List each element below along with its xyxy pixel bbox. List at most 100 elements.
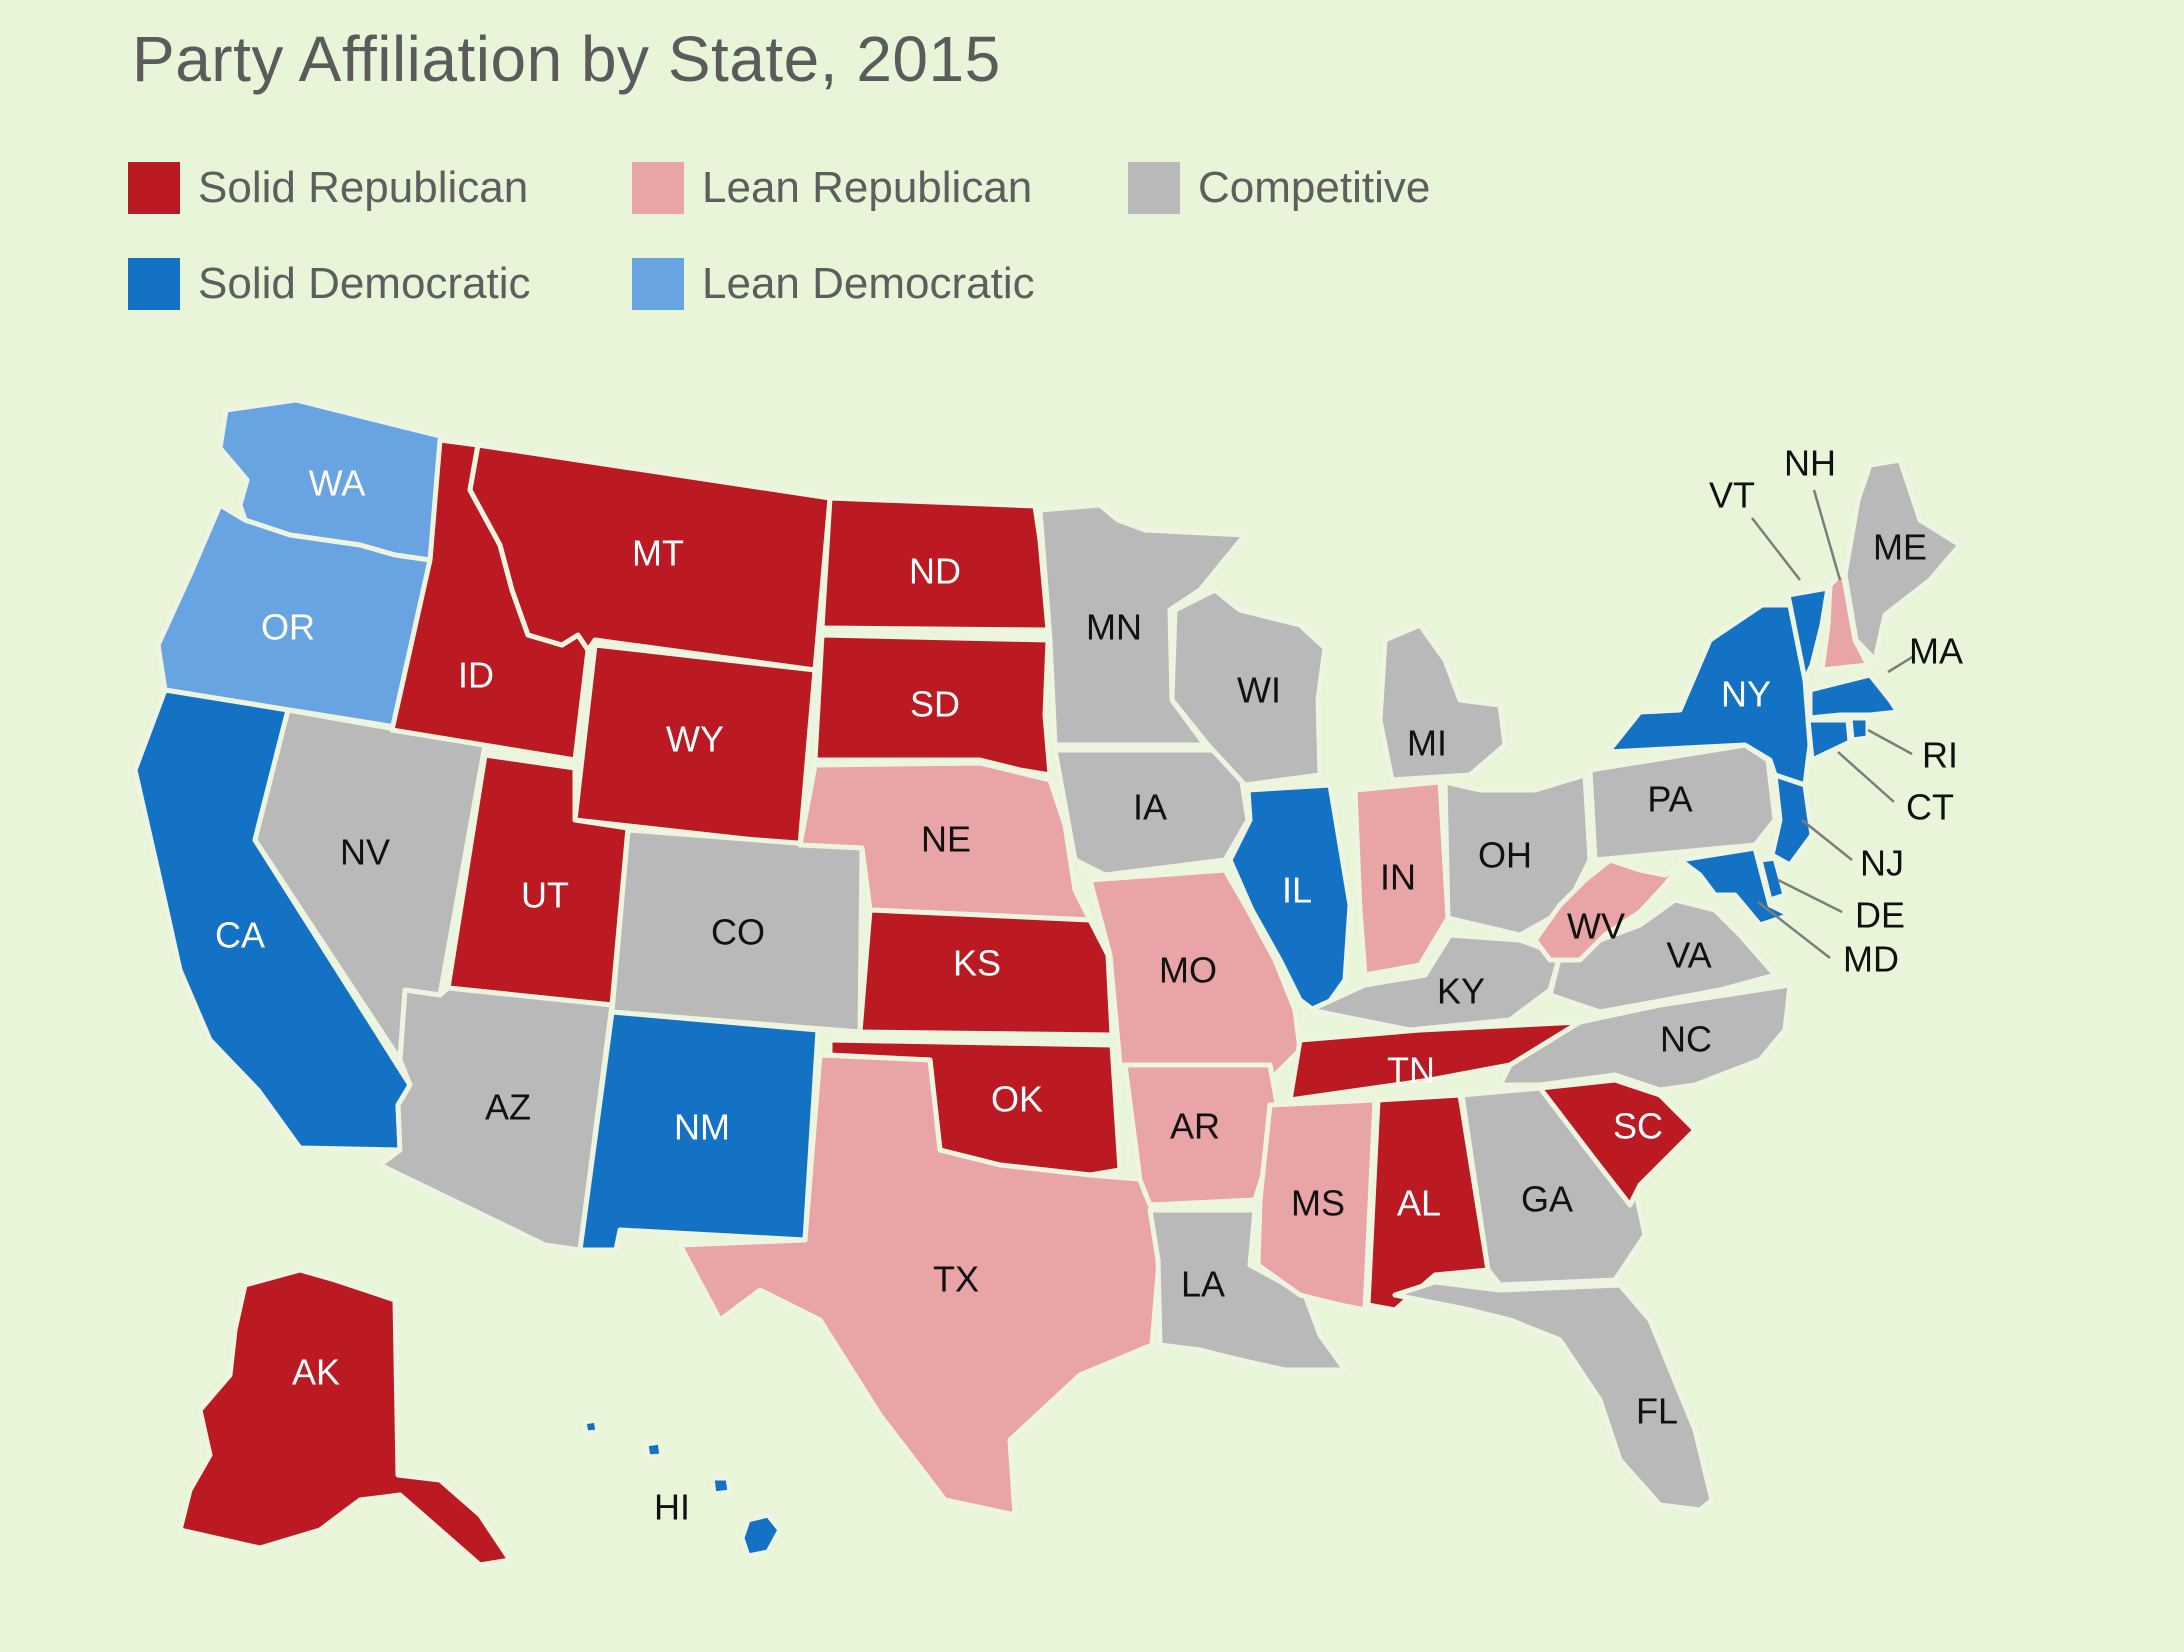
legend-label-lean-democratic: Lean Democratic [702, 259, 1035, 308]
state-label-IL: IL [1282, 870, 1312, 911]
state-label-FL: FL [1636, 1391, 1678, 1432]
state-label-ND: ND [909, 551, 961, 592]
state-RI [1847, 715, 1871, 743]
legend-label-solid-republican: Solid Republican [198, 163, 529, 212]
leader-lines [1751, 489, 1915, 959]
state-label-VA: VA [1666, 935, 1711, 976]
state-WI [1169, 587, 1328, 788]
state-label-LA: LA [1181, 1264, 1225, 1305]
state-label-TX: TX [933, 1259, 979, 1300]
state-label-NJ: NJ [1860, 843, 1904, 884]
state-ME [1842, 457, 1963, 663]
legend-swatch-solid-democratic [128, 258, 180, 310]
state-WV [1532, 857, 1683, 963]
state-label-CA: CA [215, 915, 265, 956]
state-label-TN: TN [1387, 1050, 1435, 1091]
legend-item-solid-democratic: Solid Democratic [128, 256, 531, 312]
state-KS [857, 907, 1115, 1038]
legend-item-competitive: Competitive [1128, 160, 1430, 216]
state-NJ [1769, 772, 1815, 868]
legend-swatch-competitive [1128, 162, 1180, 214]
state-label-OK: OK [991, 1079, 1043, 1120]
state-label-WI: WI [1237, 670, 1281, 711]
state-AR [1122, 1062, 1283, 1208]
state-label-MT: MT [632, 533, 684, 574]
state-label-KY: KY [1437, 971, 1485, 1012]
state-VT [1785, 585, 1831, 683]
state-label-NE: NE [921, 819, 971, 860]
state-label-WV: WV [1567, 906, 1625, 947]
state-SC [1537, 1077, 1698, 1208]
state-label-OH: OH [1478, 835, 1532, 876]
leader-MD [1757, 901, 1831, 959]
state-label-MO: MO [1159, 950, 1217, 991]
state-label-ME: ME [1873, 527, 1927, 568]
state-label-MI: MI [1407, 723, 1447, 764]
state-label-MD: MD [1843, 939, 1899, 980]
state-HI-oahu [643, 1439, 665, 1460]
state-MT [467, 442, 833, 673]
state-label-AZ: AZ [485, 1087, 531, 1128]
state-label-VT: VT [1709, 475, 1755, 516]
state-NC [1497, 982, 1793, 1093]
state-label-GA: GA [1521, 1179, 1573, 1220]
state-label-HI: HI [654, 1487, 690, 1528]
state-label-NV: NV [340, 832, 390, 873]
legend-item-lean-republican: Lean Republican [632, 160, 1032, 216]
state-MI [1377, 622, 1508, 783]
state-label-AR: AR [1170, 1106, 1220, 1147]
state-NM [577, 1009, 821, 1253]
legend-label-solid-democratic: Solid Democratic [198, 259, 531, 308]
state-label-SD: SD [910, 684, 960, 725]
legend-item-lean-democratic: Lean Democratic [632, 256, 1035, 312]
state-CT [1805, 717, 1853, 763]
legend-swatch-lean-republican [632, 162, 684, 214]
state-SD [812, 632, 1053, 778]
state-LA [1147, 1207, 1348, 1373]
state-label-MN: MN [1086, 607, 1142, 648]
state-FL [1392, 1279, 1715, 1513]
leader-VT [1751, 517, 1801, 581]
legend-label-lean-republican: Lean Republican [702, 163, 1033, 212]
leader-CT [1837, 751, 1895, 803]
legend-swatch-lean-democratic [632, 258, 684, 310]
state-label-MS: MS [1291, 1183, 1345, 1224]
state-label-IN: IN [1380, 857, 1416, 898]
state-TX [677, 1052, 1163, 1518]
legend-label-competitive: Competitive [1198, 163, 1431, 212]
leader-NH [1812, 489, 1842, 581]
state-MA [1807, 672, 1901, 721]
state-IL [1227, 782, 1353, 1018]
state-label-NC: NC [1660, 1019, 1712, 1060]
state-label-IA: IA [1133, 787, 1167, 828]
state-label-DE: DE [1855, 895, 1905, 936]
state-NE [797, 760, 1093, 923]
state-label-NH: NH [1784, 443, 1836, 484]
leader-MA [1887, 654, 1915, 674]
state-VA [1547, 897, 1778, 1015]
state-label-ID: ID [458, 655, 494, 696]
state-label-KS: KS [953, 943, 1001, 984]
state-label-OR: OR [261, 607, 315, 648]
leader-DE [1777, 878, 1843, 914]
legend-swatch-solid-republican [128, 162, 180, 214]
state-HI-kauai [581, 1417, 601, 1436]
legend-item-solid-republican: Solid Republican [128, 160, 528, 216]
state-label-NY: NY [1721, 674, 1771, 715]
state-label-PA: PA [1647, 779, 1692, 820]
state-label-NM: NM [674, 1107, 730, 1148]
state-label-WY: WY [666, 719, 724, 760]
state-MN [1037, 502, 1248, 748]
state-label-SC: SC [1613, 1106, 1663, 1147]
state-IN [1352, 779, 1451, 978]
state-label-MA: MA [1909, 631, 1963, 672]
state-label-AL: AL [1397, 1183, 1441, 1224]
map-title: Party Affiliation by State, 2015 [132, 23, 1001, 95]
state-label-WA: WA [309, 463, 366, 504]
state-label-RI: RI [1922, 735, 1958, 776]
state-MO [1087, 867, 1303, 1083]
leader-NJ [1801, 819, 1853, 861]
state-MS [1255, 1097, 1378, 1313]
